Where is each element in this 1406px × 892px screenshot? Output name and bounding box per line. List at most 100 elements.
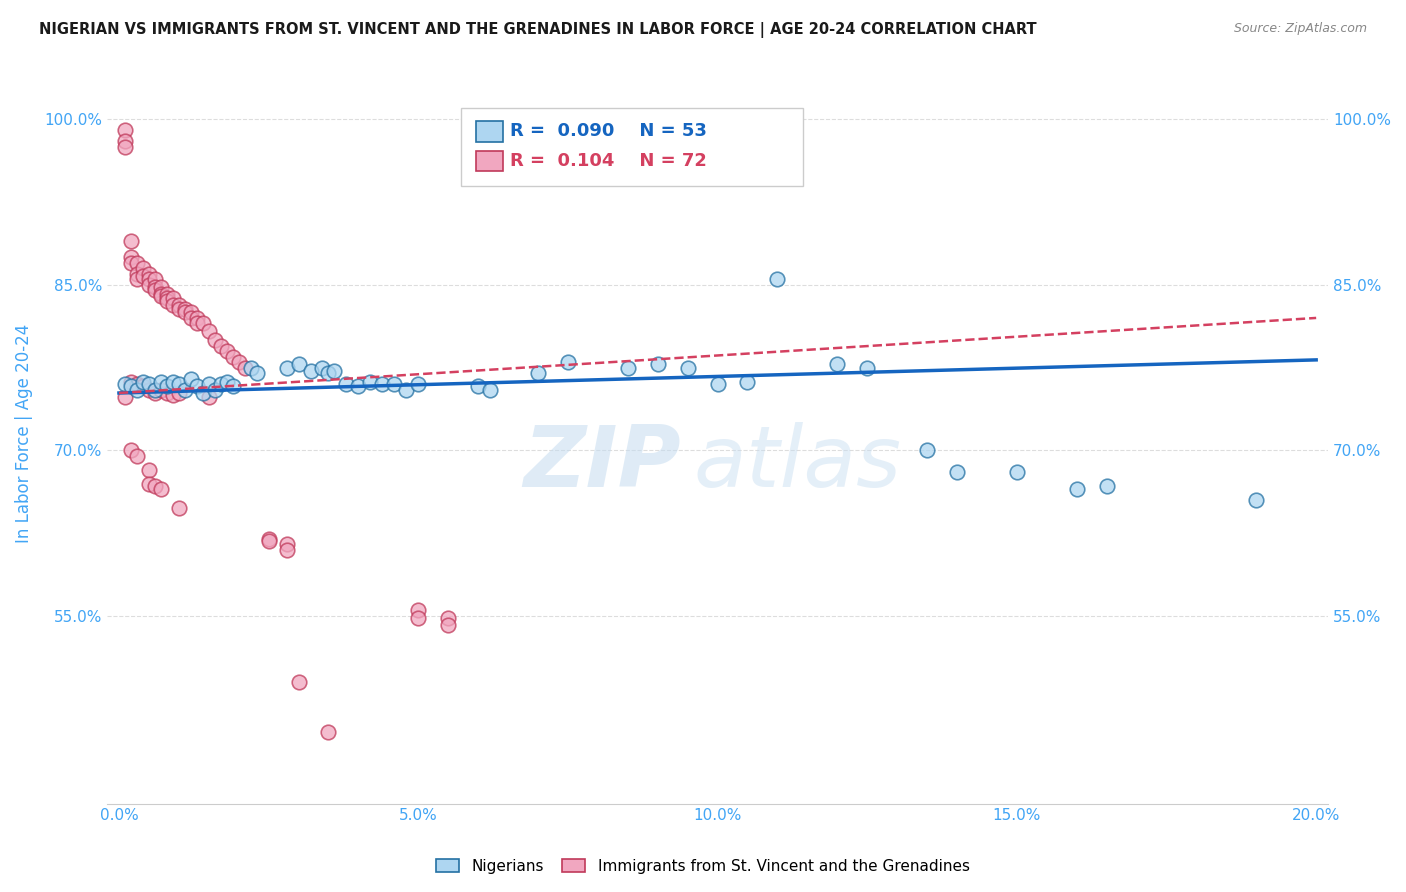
Point: [138, 383, 160, 397]
Point: [156, 294, 179, 309]
Point: [149, 482, 172, 496]
Point: [167, 500, 190, 515]
Point: [437, 611, 460, 625]
Point: [149, 280, 172, 294]
Point: [209, 338, 232, 352]
Point: [276, 360, 298, 375]
Point: [138, 272, 160, 286]
Point: [827, 357, 849, 371]
Point: [173, 383, 195, 397]
Point: [143, 479, 166, 493]
Point: [395, 383, 418, 397]
Point: [276, 542, 298, 557]
Point: [156, 379, 179, 393]
Point: [221, 350, 243, 364]
Point: [1005, 466, 1028, 480]
Point: [186, 317, 208, 331]
Text: R =  0.090    N = 53: R = 0.090 N = 53: [510, 122, 707, 140]
Point: [132, 268, 155, 283]
Point: [125, 256, 148, 270]
Text: atlas: atlas: [693, 422, 901, 505]
Point: [406, 377, 429, 392]
Point: [120, 375, 142, 389]
Point: [138, 463, 160, 477]
Point: [311, 360, 333, 375]
Point: [162, 291, 184, 305]
Point: [239, 360, 262, 375]
Point: [114, 377, 136, 392]
Point: [204, 333, 226, 347]
Point: [180, 310, 202, 325]
Point: [616, 360, 638, 375]
Point: [180, 371, 202, 385]
Point: [215, 375, 238, 389]
Point: [347, 379, 370, 393]
Point: [125, 267, 148, 281]
Point: [1066, 482, 1088, 496]
Point: [1095, 479, 1118, 493]
Point: [228, 355, 250, 369]
Point: [167, 302, 190, 317]
Point: [114, 134, 136, 148]
Point: [149, 375, 172, 389]
Point: [132, 379, 155, 393]
Point: [138, 267, 160, 281]
Point: [132, 375, 155, 389]
Point: [246, 366, 269, 380]
Point: [479, 383, 502, 397]
Point: [149, 286, 172, 301]
Point: [132, 261, 155, 276]
Point: [120, 443, 142, 458]
Point: [323, 364, 346, 378]
Point: [299, 364, 322, 378]
Y-axis label: In Labor Force | Age 20-24: In Labor Force | Age 20-24: [15, 324, 32, 543]
FancyBboxPatch shape: [475, 121, 502, 142]
Text: NIGERIAN VS IMMIGRANTS FROM ST. VINCENT AND THE GRENADINES IN LABOR FORCE | AGE : NIGERIAN VS IMMIGRANTS FROM ST. VINCENT …: [39, 22, 1038, 38]
Point: [915, 443, 938, 458]
Point: [138, 277, 160, 292]
Point: [233, 360, 256, 375]
Point: [120, 379, 142, 393]
Point: [209, 377, 232, 392]
Point: [1246, 493, 1268, 508]
Point: [437, 617, 460, 632]
Point: [215, 344, 238, 359]
Point: [180, 305, 202, 319]
Point: [143, 283, 166, 297]
Point: [527, 366, 550, 380]
Point: [125, 449, 148, 463]
Point: [406, 603, 429, 617]
Point: [647, 357, 669, 371]
Point: [287, 675, 309, 690]
Point: [856, 360, 879, 375]
Point: [318, 366, 340, 380]
Point: [287, 357, 309, 371]
FancyBboxPatch shape: [461, 109, 803, 186]
Point: [946, 466, 969, 480]
Point: [167, 386, 190, 401]
Point: [125, 272, 148, 286]
Point: [173, 302, 195, 317]
Point: [125, 383, 148, 397]
Point: [149, 383, 172, 397]
Point: [114, 123, 136, 137]
Point: [676, 360, 699, 375]
Point: [156, 386, 179, 401]
Legend: Nigerians, Immigrants from St. Vincent and the Grenadines: Nigerians, Immigrants from St. Vincent a…: [430, 853, 976, 880]
Point: [125, 377, 148, 392]
Point: [467, 379, 489, 393]
Point: [276, 537, 298, 551]
Point: [737, 375, 759, 389]
Point: [197, 391, 219, 405]
Text: ZIP: ZIP: [523, 422, 681, 505]
Point: [156, 291, 179, 305]
Point: [120, 250, 142, 264]
Point: [257, 533, 280, 548]
Point: [149, 289, 172, 303]
Point: [191, 386, 214, 401]
Point: [382, 377, 405, 392]
Point: [120, 256, 142, 270]
Point: [706, 377, 728, 392]
Point: [143, 280, 166, 294]
Point: [114, 140, 136, 154]
